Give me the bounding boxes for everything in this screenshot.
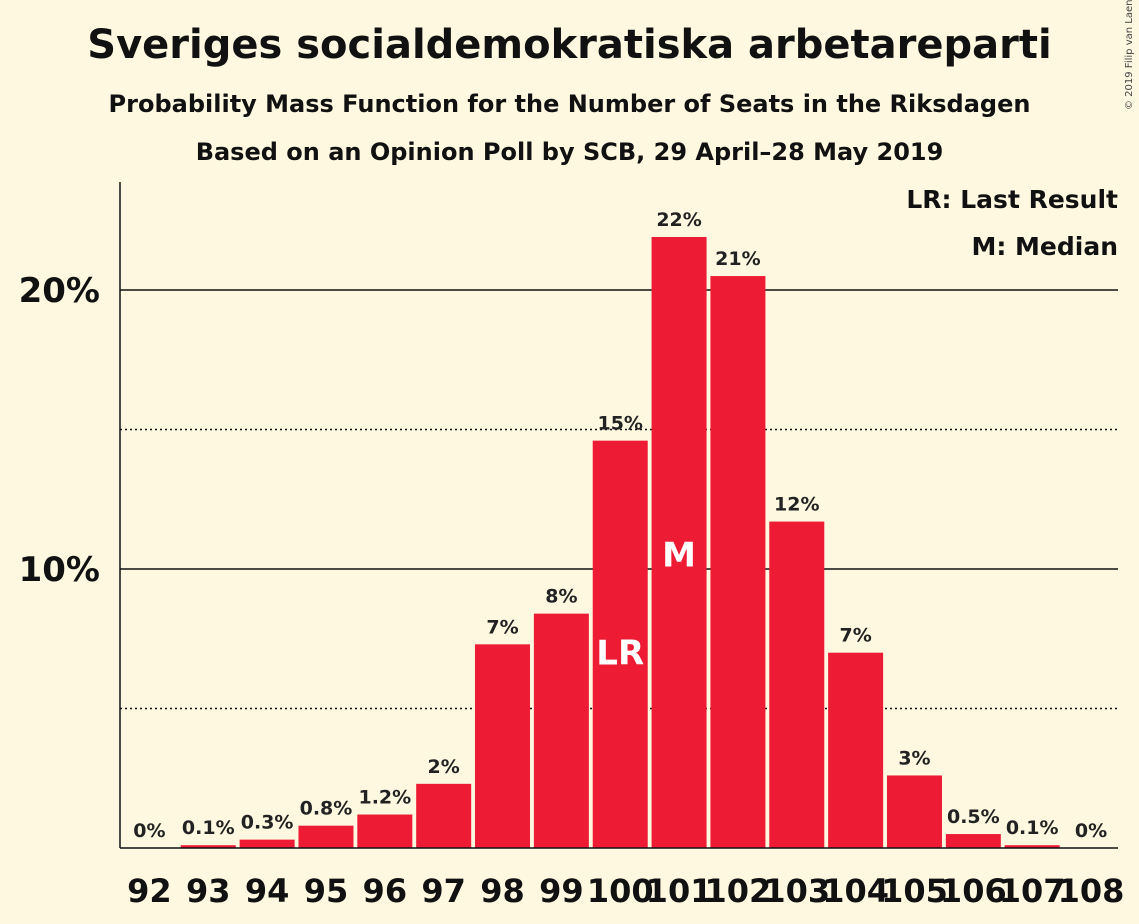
chart-subtitle: Probability Mass Function for the Number… bbox=[108, 90, 1031, 118]
value-label-98: 7% bbox=[486, 616, 518, 638]
value-label-94: 0.3% bbox=[241, 812, 294, 834]
value-label-105: 3% bbox=[898, 747, 930, 769]
value-label-107: 0.1% bbox=[1006, 817, 1059, 839]
bar-100 bbox=[592, 440, 648, 848]
value-label-108: 0% bbox=[1075, 820, 1107, 842]
x-tick-label-92: 92 bbox=[127, 872, 172, 910]
bar-95 bbox=[298, 825, 354, 848]
x-tick-label-96: 96 bbox=[363, 872, 408, 910]
value-label-99: 8% bbox=[545, 586, 577, 608]
x-tick-label-101: 101 bbox=[646, 872, 713, 910]
x-tick-label-100: 100 bbox=[587, 872, 654, 910]
x-tick-label-104: 104 bbox=[822, 872, 889, 910]
bar-104 bbox=[828, 652, 884, 848]
x-tick-label-108: 108 bbox=[1058, 872, 1125, 910]
x-tick-label-102: 102 bbox=[705, 872, 772, 910]
y-tick-label: 20% bbox=[19, 271, 100, 311]
x-tick-label-106: 106 bbox=[940, 872, 1007, 910]
bar-99 bbox=[533, 613, 589, 848]
value-label-95: 0.8% bbox=[300, 798, 353, 820]
x-tick-label-97: 97 bbox=[421, 872, 466, 910]
value-label-96: 1.2% bbox=[358, 787, 411, 809]
y-tick-label: 10% bbox=[19, 550, 100, 590]
x-tick-label-99: 99 bbox=[539, 872, 584, 910]
bar-101 bbox=[651, 236, 707, 849]
bar-97 bbox=[416, 783, 472, 848]
x-tick-label-98: 98 bbox=[480, 872, 525, 910]
bar-105 bbox=[886, 775, 942, 848]
chart-title: Sveriges socialdemokratiska arbetarepart… bbox=[87, 22, 1052, 68]
bar-106 bbox=[945, 834, 1001, 848]
bar-98 bbox=[475, 644, 531, 848]
bar-93 bbox=[180, 845, 236, 848]
legend-entry: LR: Last Result bbox=[906, 185, 1118, 214]
x-tick-label-105: 105 bbox=[881, 872, 948, 910]
x-tick-label-93: 93 bbox=[186, 872, 231, 910]
legend-entry: M: Median bbox=[971, 232, 1118, 261]
value-label-93: 0.1% bbox=[182, 817, 235, 839]
value-label-104: 7% bbox=[839, 625, 871, 647]
value-label-106: 0.5% bbox=[947, 806, 1000, 828]
x-tick-label-103: 103 bbox=[763, 872, 830, 910]
bar-102 bbox=[710, 276, 766, 848]
bar-96 bbox=[357, 814, 413, 848]
x-tick-label-95: 95 bbox=[304, 872, 349, 910]
x-tick-label-94: 94 bbox=[245, 872, 290, 910]
x-tick-label-107: 107 bbox=[999, 872, 1066, 910]
value-label-101: 22% bbox=[656, 209, 701, 231]
marker-m: M bbox=[662, 536, 696, 576]
value-label-100: 15% bbox=[597, 413, 642, 435]
value-label-92: 0% bbox=[133, 820, 165, 842]
value-label-103: 12% bbox=[774, 494, 819, 516]
bar-94 bbox=[239, 839, 295, 848]
chart-source-subtitle: Based on an Opinion Poll by SCB, 29 Apri… bbox=[195, 138, 944, 166]
value-label-97: 2% bbox=[428, 756, 460, 778]
bar-107 bbox=[1004, 845, 1060, 848]
bar-103 bbox=[769, 521, 825, 848]
value-label-102: 21% bbox=[715, 248, 760, 270]
marker-lr: LR bbox=[596, 633, 644, 673]
